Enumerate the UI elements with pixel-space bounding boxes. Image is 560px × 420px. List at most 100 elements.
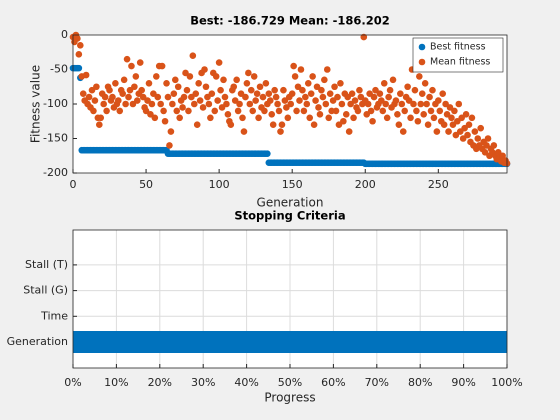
y-tick-label: Stall (T): [25, 258, 68, 271]
point: [345, 128, 353, 135]
point: [217, 86, 224, 94]
point: [303, 100, 311, 108]
point: [169, 100, 176, 108]
point: [287, 100, 295, 108]
point: [246, 100, 254, 108]
point: [304, 80, 312, 87]
point: [96, 121, 103, 128]
point: [221, 93, 229, 101]
point: [186, 73, 194, 80]
point: [223, 100, 230, 108]
point: [293, 107, 300, 115]
point: [180, 93, 188, 101]
point: [97, 114, 105, 122]
point: [249, 107, 257, 115]
point: [338, 100, 346, 108]
point: [414, 117, 422, 125]
point: [395, 121, 403, 128]
point: [128, 62, 135, 70]
point: [433, 128, 441, 135]
point: [240, 128, 248, 135]
point: [100, 100, 107, 108]
point: [114, 97, 122, 104]
point: [253, 90, 261, 97]
point: [420, 111, 428, 118]
point: [79, 90, 87, 97]
y-tick-label: 0: [61, 28, 68, 41]
point: [318, 86, 325, 94]
point: [413, 107, 420, 115]
point: [382, 100, 390, 108]
point: [290, 62, 297, 70]
point: [90, 107, 97, 115]
point: [236, 100, 243, 108]
point: [133, 97, 141, 104]
axes-box: [72, 34, 508, 174]
point: [411, 86, 419, 94]
point: [340, 117, 347, 125]
point: [269, 121, 277, 128]
point: [193, 121, 201, 128]
point: [277, 128, 284, 135]
x-tick-label: 0%: [64, 376, 81, 389]
x-tick-label: 30%: [191, 376, 215, 389]
point: [208, 90, 216, 97]
point: [158, 62, 166, 70]
point: [350, 114, 357, 122]
series-1: [69, 31, 511, 167]
point: [131, 83, 138, 91]
point: [211, 107, 219, 115]
point: [274, 100, 281, 108]
point: [93, 83, 100, 91]
point: [190, 100, 198, 108]
point: [183, 86, 191, 94]
point: [220, 76, 227, 84]
axes-box: [72, 229, 508, 369]
point: [315, 104, 322, 111]
point: [109, 93, 116, 101]
point: [499, 152, 506, 160]
point: [307, 90, 315, 97]
point: [275, 107, 283, 115]
x-tick-label: 10%: [104, 376, 128, 389]
x-tick-label: 250: [428, 178, 449, 191]
point: [439, 90, 447, 97]
x-axis-label: Progress: [264, 391, 315, 405]
x-tick-label: 100%: [491, 376, 522, 389]
bar: [73, 331, 507, 353]
point: [407, 114, 414, 122]
point: [284, 114, 292, 122]
point: [484, 135, 492, 142]
point: [380, 80, 388, 87]
point: [161, 117, 169, 125]
point: [171, 76, 179, 84]
point: [386, 86, 394, 94]
point: [417, 100, 425, 108]
point: [430, 114, 438, 122]
point: [360, 33, 368, 41]
point: [477, 124, 484, 132]
point: [243, 80, 251, 87]
point: [262, 80, 270, 87]
point: [116, 107, 124, 115]
point: [451, 107, 458, 115]
x-tick-label: 0: [70, 178, 77, 191]
point: [356, 86, 363, 94]
point: [176, 114, 183, 122]
x-tick-label: 50: [139, 178, 153, 191]
point: [436, 107, 444, 115]
point: [299, 86, 306, 94]
point: [151, 114, 159, 122]
point: [170, 90, 178, 97]
x-axis-label: Generation: [257, 196, 324, 210]
point: [474, 135, 482, 142]
point: [468, 114, 476, 122]
point: [462, 111, 470, 118]
point: [288, 90, 296, 97]
point: [332, 107, 340, 115]
point: [75, 51, 83, 58]
point: [448, 114, 455, 122]
point: [296, 97, 303, 104]
point: [416, 73, 423, 80]
point: [239, 114, 246, 122]
